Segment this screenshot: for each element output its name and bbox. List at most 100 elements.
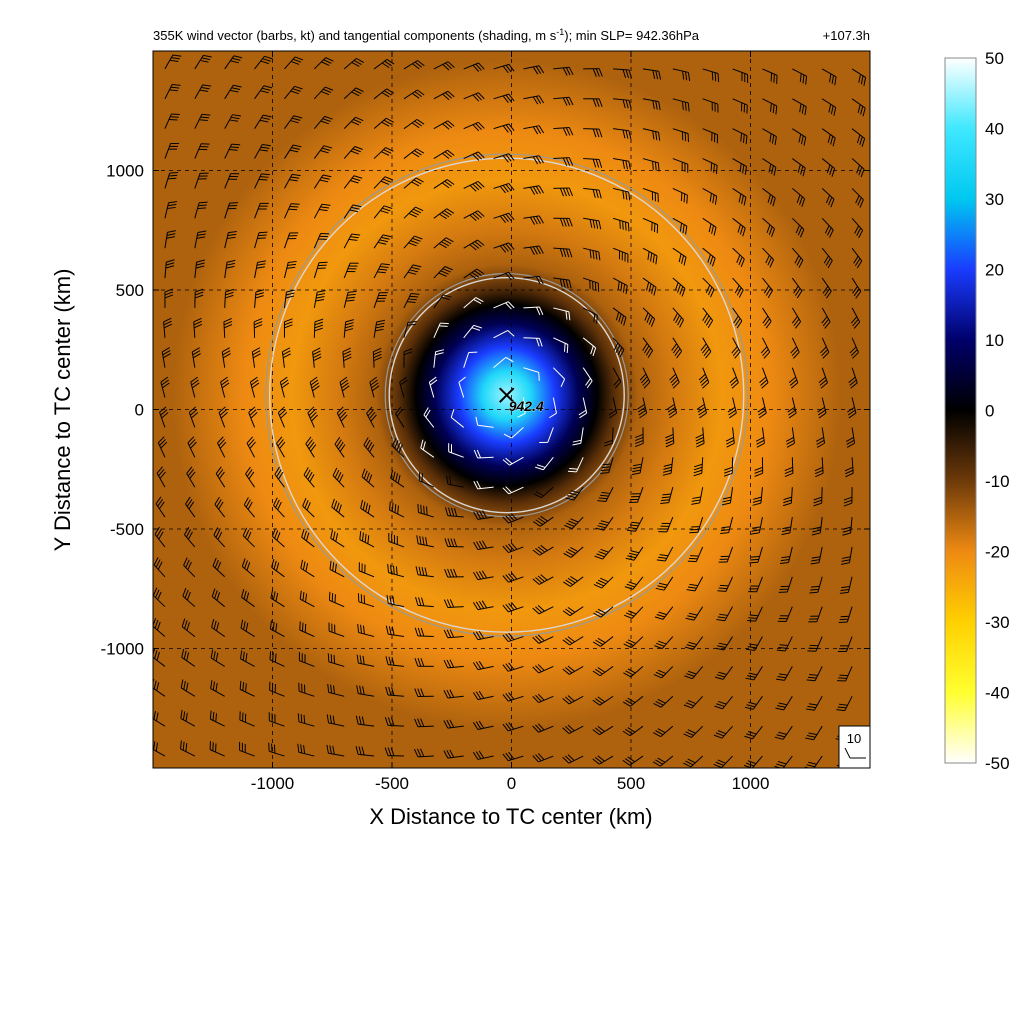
wind-barb bbox=[493, 153, 515, 163]
wind-barb bbox=[356, 654, 375, 667]
wind-barb bbox=[298, 682, 315, 697]
wind-barb bbox=[553, 217, 573, 227]
wind-barb bbox=[539, 427, 554, 443]
wind-barb bbox=[361, 468, 375, 488]
wind-barb bbox=[159, 406, 169, 428]
wind-barb bbox=[283, 318, 293, 338]
wind-barb bbox=[385, 625, 405, 638]
wind-barb bbox=[224, 84, 242, 100]
wind-barb bbox=[732, 68, 749, 84]
wind-barb bbox=[423, 407, 435, 428]
wind-barb bbox=[493, 356, 514, 369]
wind-barb bbox=[714, 695, 733, 710]
wind-barb bbox=[274, 466, 285, 488]
wind-barb bbox=[254, 289, 265, 308]
wind-barb bbox=[445, 507, 464, 518]
wind-barb bbox=[403, 235, 423, 249]
wind-barb bbox=[433, 120, 455, 130]
wind-barb bbox=[791, 277, 803, 299]
wind-barb bbox=[246, 436, 256, 458]
y-tick-label: -500 bbox=[110, 520, 144, 539]
wind-barb bbox=[473, 570, 494, 581]
wind-barb bbox=[718, 546, 734, 563]
wind-barb bbox=[714, 666, 733, 680]
wind-barb bbox=[667, 397, 678, 419]
wind-barb bbox=[299, 621, 315, 638]
wind-barb bbox=[215, 466, 226, 488]
wind-barb bbox=[369, 376, 380, 398]
wind-barb bbox=[639, 367, 651, 389]
wind-barb bbox=[433, 294, 452, 309]
x-tick-label: 500 bbox=[617, 774, 645, 793]
wind-barb bbox=[224, 143, 241, 159]
wind-barb bbox=[414, 718, 434, 728]
wind-barb bbox=[604, 427, 614, 447]
wind-barb bbox=[532, 515, 554, 527]
reference-barb-value: 10 bbox=[847, 731, 861, 746]
wind-barb bbox=[249, 376, 260, 398]
wind-barb bbox=[209, 741, 225, 757]
wind-barb bbox=[848, 367, 858, 389]
wind-barb bbox=[669, 367, 680, 389]
wind-barb bbox=[702, 98, 719, 113]
wind-barb bbox=[727, 397, 737, 419]
wind-barb bbox=[313, 318, 324, 338]
wind-barb bbox=[395, 406, 405, 428]
wind-barb bbox=[359, 531, 375, 548]
wind-barb bbox=[851, 217, 864, 239]
wind-barb bbox=[713, 755, 733, 768]
wind-barb bbox=[373, 88, 395, 100]
wind-barb bbox=[187, 436, 197, 458]
wind-barb bbox=[532, 753, 554, 763]
wind-barb bbox=[732, 277, 744, 298]
wind-barb bbox=[343, 319, 354, 338]
wind-barb bbox=[373, 263, 390, 279]
wind-barb bbox=[463, 268, 485, 280]
wind-barb bbox=[523, 337, 543, 347]
wind-barb bbox=[283, 260, 297, 279]
wind-barb bbox=[254, 260, 267, 279]
wind-barb bbox=[762, 188, 776, 207]
wind-barb bbox=[744, 725, 763, 740]
wind-barb bbox=[284, 115, 303, 129]
wind-barb bbox=[762, 98, 778, 115]
wind-barb bbox=[839, 576, 853, 594]
wind-barb bbox=[373, 58, 395, 70]
wind-barb bbox=[403, 320, 417, 338]
wind-barb bbox=[343, 262, 359, 279]
wind-barb bbox=[373, 176, 394, 189]
wind-barb bbox=[164, 201, 178, 219]
wind-barb bbox=[503, 427, 524, 439]
wind-barb bbox=[210, 680, 225, 697]
wind-barb bbox=[583, 187, 602, 199]
wind-barb bbox=[297, 713, 315, 727]
wind-barb bbox=[403, 148, 425, 159]
wind-barb bbox=[403, 348, 413, 368]
wind-barb bbox=[472, 750, 494, 760]
wind-barb bbox=[653, 666, 674, 679]
wind-barb bbox=[276, 436, 286, 458]
wind-barb bbox=[732, 307, 743, 329]
wind-barb bbox=[390, 469, 405, 488]
wind-barb bbox=[254, 173, 270, 189]
wind-barb bbox=[700, 337, 712, 359]
wind-barb bbox=[759, 367, 769, 389]
wind-barb bbox=[385, 686, 404, 697]
wind-barb bbox=[654, 636, 674, 650]
wind-barb bbox=[843, 487, 853, 507]
wind-barb bbox=[328, 591, 345, 608]
wind-barb bbox=[493, 123, 515, 133]
wind-barb bbox=[851, 68, 867, 86]
wind-barb bbox=[224, 202, 239, 219]
wind-barb bbox=[463, 297, 484, 309]
wind-barb bbox=[239, 741, 255, 757]
wind-barb bbox=[298, 652, 315, 667]
wind-barb bbox=[838, 606, 853, 623]
wind-barb bbox=[684, 666, 704, 680]
wind-barb bbox=[403, 89, 425, 100]
wind-barb bbox=[535, 456, 554, 471]
wind-barb bbox=[268, 742, 285, 757]
wind-barb bbox=[472, 600, 494, 611]
wind-barb bbox=[592, 725, 614, 736]
wind-barb bbox=[211, 618, 225, 637]
